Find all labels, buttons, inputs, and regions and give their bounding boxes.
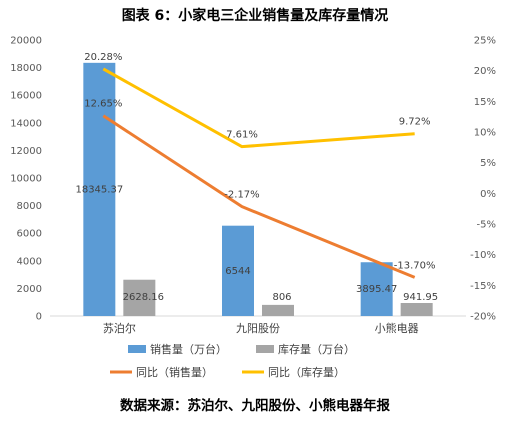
y-left-tick-label: 2000	[17, 284, 42, 295]
lines	[102, 67, 416, 279]
y-right-tick-label: -20%	[470, 312, 496, 323]
y-right-tick-label: -5%	[477, 220, 496, 231]
y-right-tick-label: -10%	[470, 250, 496, 261]
bar-data-label: 941.95	[403, 292, 438, 303]
chart-title: 图表 6：小家电三企业销售量及库存量情况	[122, 7, 389, 24]
chart-source: 数据来源：苏泊尔、九阳股份、小熊电器年报	[120, 397, 390, 414]
y-right-tick-label: 20%	[474, 66, 496, 77]
y-left-tick-label: 6000	[17, 229, 42, 240]
y-left-tick-label: 20000	[10, 36, 42, 47]
y-left-tick-label: 4000	[17, 256, 42, 267]
bars	[83, 62, 433, 316]
legend-item: 同比（销售量）	[110, 365, 213, 379]
bar-inventory	[262, 304, 294, 316]
line-data-label: 7.61%	[226, 130, 258, 141]
line-sales-yoy	[102, 114, 416, 279]
bar-data-label: 6544	[225, 266, 250, 277]
line-inventory-yoy	[102, 67, 415, 149]
y-left-tick-label: 12000	[10, 146, 42, 157]
y-right-tick-label: 25%	[474, 36, 496, 47]
y-left-tick-label: 10000	[10, 174, 42, 185]
bar-inventory	[123, 279, 156, 316]
bar-sales	[83, 62, 116, 316]
x-category-label: 苏泊尔	[103, 322, 136, 335]
y-left-tick-label: 0	[36, 312, 42, 323]
bar-sales	[360, 262, 393, 316]
bar-data-label: 2628.16	[123, 292, 164, 303]
legend-swatch	[256, 345, 274, 353]
y-right-tick-label: 10%	[474, 128, 496, 139]
y-right-tick-label: 15%	[474, 97, 496, 108]
y-left-tick-label: 14000	[10, 118, 42, 129]
x-category-label: 小熊电器	[375, 321, 419, 335]
legend-label: 同比（库存量）	[268, 365, 345, 379]
y-left-tick-label: 8000	[17, 201, 42, 212]
y-left-tick-label: 16000	[10, 91, 42, 102]
x-category-label: 九阳股份	[236, 322, 280, 335]
legend-item: 库存量（万台）	[256, 342, 355, 356]
data-labels: 18345.37 6544 3895.47 2628.16 806 941.95 12.65…	[75, 52, 438, 303]
y-left-tick-label: 18000	[10, 63, 42, 74]
y-right-tick-label: -15%	[470, 281, 496, 292]
bar-sales	[222, 225, 254, 316]
bar-inventory	[400, 303, 433, 316]
legend: 销售量（万台） 库存量（万台） 同比（销售量） 同比（库存量）	[110, 342, 355, 379]
line-data-label: -13.70%	[394, 260, 436, 271]
legend-label: 库存量（万台）	[278, 342, 355, 356]
legend-label: 同比（销售量）	[136, 365, 213, 379]
line-data-label: 9.72%	[399, 117, 431, 128]
line-data-label: 12.65%	[84, 99, 122, 110]
bar-data-label: 18345.37	[75, 184, 123, 195]
legend-label: 销售量（万台）	[150, 342, 227, 356]
bar-data-label: 3895.47	[356, 284, 397, 295]
line-data-label: -2.17%	[224, 190, 259, 201]
y-right-tick-label: 5%	[480, 158, 496, 169]
y-right-tick-label: 0%	[480, 189, 496, 200]
legend-swatch	[128, 345, 146, 353]
axes: 0 2000 4000 6000 8000 10000 12000 14000 16000 180…	[10, 36, 496, 336]
legend-item: 销售量（万台）	[128, 342, 227, 356]
legend-item: 同比（库存量）	[242, 365, 345, 379]
bar-data-label: 806	[272, 292, 291, 303]
line-data-label: 20.28%	[84, 52, 122, 63]
